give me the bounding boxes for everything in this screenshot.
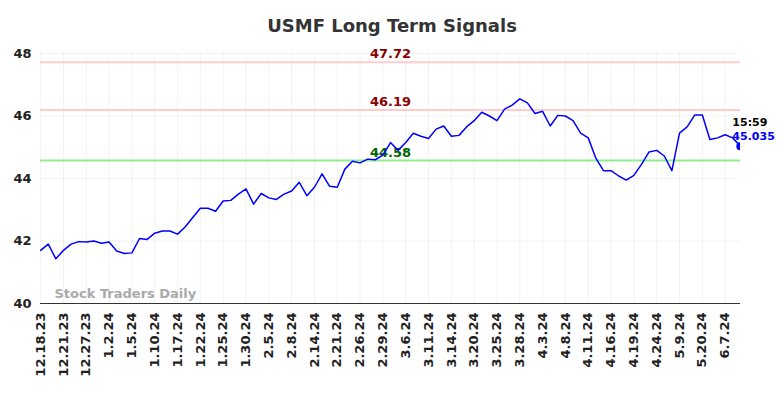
svg-text:3.14.24: 3.14.24 xyxy=(444,313,459,368)
svg-text:1.30.24: 1.30.24 xyxy=(238,313,253,368)
svg-text:Stock Traders Daily: Stock Traders Daily xyxy=(55,286,197,301)
svg-text:15:59: 15:59 xyxy=(732,116,767,129)
svg-text:2.8.24: 2.8.24 xyxy=(284,313,299,359)
svg-text:1.17.24: 1.17.24 xyxy=(170,313,185,368)
svg-text:40: 40 xyxy=(13,296,31,311)
svg-text:1.2.24: 1.2.24 xyxy=(101,313,116,359)
svg-text:46.19: 46.19 xyxy=(370,94,411,109)
svg-text:4.3.24: 4.3.24 xyxy=(535,313,550,359)
svg-text:12.27.23: 12.27.23 xyxy=(78,313,93,377)
svg-text:4.11.24: 4.11.24 xyxy=(580,313,595,368)
svg-text:1.25.24: 1.25.24 xyxy=(215,313,230,368)
svg-text:1.5.24: 1.5.24 xyxy=(124,313,139,359)
svg-text:4.19.24: 4.19.24 xyxy=(626,313,641,368)
svg-text:3.25.24: 3.25.24 xyxy=(489,313,504,368)
svg-text:4.24.24: 4.24.24 xyxy=(649,313,664,368)
svg-text:44: 44 xyxy=(13,171,31,186)
svg-text:45.035: 45.035 xyxy=(732,130,774,143)
svg-text:2.21.24: 2.21.24 xyxy=(329,313,344,368)
svg-text:46: 46 xyxy=(13,108,31,123)
svg-text:12.21.23: 12.21.23 xyxy=(56,313,71,377)
svg-text:3.6.24: 3.6.24 xyxy=(398,313,413,359)
svg-text:5.20.24: 5.20.24 xyxy=(694,313,709,368)
svg-text:1.10.24: 1.10.24 xyxy=(147,313,162,368)
svg-text:12.18.23: 12.18.23 xyxy=(33,313,48,377)
svg-text:2.5.24: 2.5.24 xyxy=(261,313,276,359)
svg-text:6.7.24: 6.7.24 xyxy=(717,313,732,359)
svg-text:3.28.24: 3.28.24 xyxy=(512,313,527,368)
svg-text:2.14.24: 2.14.24 xyxy=(307,313,322,368)
svg-text:5.9.24: 5.9.24 xyxy=(672,313,687,359)
svg-text:48: 48 xyxy=(13,46,31,61)
svg-text:3.20.24: 3.20.24 xyxy=(466,313,481,368)
svg-text:2.26.24: 2.26.24 xyxy=(352,313,367,368)
svg-text:4.8.24: 4.8.24 xyxy=(558,313,573,359)
html-text:USMF Long Term Signals: USMF Long Term Signals xyxy=(267,15,517,36)
svg-text:47.72: 47.72 xyxy=(370,46,411,61)
svg-text:3.11.24: 3.11.24 xyxy=(421,313,436,368)
svg-text:4.16.24: 4.16.24 xyxy=(603,313,618,368)
svg-text:2.29.24: 2.29.24 xyxy=(375,313,390,368)
svg-text:42: 42 xyxy=(13,233,31,248)
svg-text:44.58: 44.58 xyxy=(370,145,411,160)
svg-text:1.22.24: 1.22.24 xyxy=(193,313,208,368)
